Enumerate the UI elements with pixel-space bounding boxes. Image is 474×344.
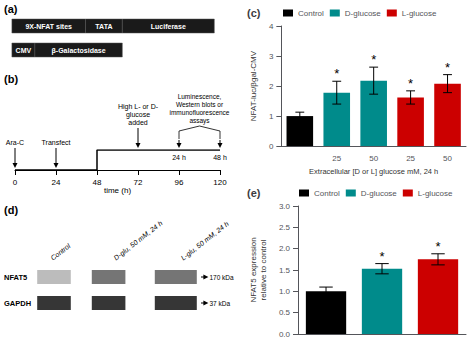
svg-text:CMV: CMV — [16, 47, 32, 54]
svg-text:96: 96 — [175, 178, 184, 187]
svg-text:1.5: 1.5 — [279, 266, 291, 275]
svg-text:72: 72 — [134, 178, 143, 187]
svg-text:D-glucose: D-glucose — [345, 9, 382, 18]
svg-text:immunofluorescence: immunofluorescence — [170, 109, 230, 116]
svg-text:Ara-C: Ara-C — [6, 139, 24, 146]
svg-text:Extracellular [D or L] glucose: Extracellular [D or L] glucose mM, 24 h — [309, 167, 438, 176]
svg-text:0.0: 0.0 — [279, 330, 291, 339]
svg-text:Control: Control — [49, 242, 71, 262]
svg-text:*: * — [408, 76, 413, 91]
svg-text:1.0: 1.0 — [279, 287, 291, 296]
svg-text:L-glu, 50 mM, 24 h: L-glu, 50 mM, 24 h — [180, 220, 231, 262]
svg-text:0.5: 0.5 — [279, 308, 291, 317]
svg-text:GAPDH: GAPDH — [4, 299, 31, 308]
svg-text:L-glucose: L-glucose — [402, 9, 437, 18]
svg-text:D-glucose: D-glucose — [361, 189, 398, 198]
svg-text:9X-NFAT sites: 9X-NFAT sites — [25, 23, 72, 30]
svg-text:50: 50 — [443, 154, 452, 163]
svg-text:37 kDa: 37 kDa — [209, 300, 230, 307]
svg-text:25: 25 — [332, 154, 341, 163]
svg-text:(b): (b) — [4, 73, 18, 85]
svg-text:Control: Control — [314, 189, 340, 198]
svg-text:assays: assays — [189, 117, 210, 125]
svg-text:TATA: TATA — [95, 23, 112, 30]
svg-text:48 h: 48 h — [213, 154, 227, 161]
svg-text:*: * — [371, 52, 376, 67]
svg-text:Luminescence,: Luminescence, — [178, 93, 222, 100]
svg-text:24: 24 — [52, 178, 61, 187]
svg-text:*: * — [435, 239, 440, 254]
svg-text:NFAT5 expression: NFAT5 expression — [249, 237, 258, 302]
svg-text:120: 120 — [213, 178, 227, 187]
svg-text:2.0: 2.0 — [279, 244, 291, 253]
svg-text:β-Galactosidase: β-Galactosidase — [52, 47, 106, 55]
svg-text:2.5: 2.5 — [279, 223, 291, 232]
svg-text:3: 3 — [269, 52, 274, 61]
svg-text:50: 50 — [369, 154, 378, 163]
svg-text:Control: Control — [298, 9, 324, 18]
svg-text:time (h): time (h) — [104, 186, 131, 195]
svg-text:L-glucose: L-glucose — [418, 189, 453, 198]
svg-text:relative to control: relative to control — [259, 239, 268, 300]
svg-text:48: 48 — [93, 178, 102, 187]
svg-text:glucose: glucose — [126, 111, 150, 119]
svg-text:0: 0 — [13, 178, 18, 187]
svg-text:0: 0 — [269, 142, 274, 151]
svg-text:24 h: 24 h — [172, 154, 186, 161]
svg-text:Transfect: Transfect — [42, 139, 71, 146]
svg-text:1: 1 — [269, 112, 274, 121]
svg-text:*: * — [445, 60, 450, 75]
svg-text:(a): (a) — [4, 3, 18, 15]
svg-text:170 kDa: 170 kDa — [209, 274, 234, 281]
svg-text:High L- or D-: High L- or D- — [118, 103, 159, 111]
svg-text:(c): (c) — [247, 7, 261, 19]
svg-text:added: added — [128, 119, 148, 126]
svg-text:(e): (e) — [247, 187, 261, 199]
svg-text:25: 25 — [406, 154, 415, 163]
svg-text:NFAT-luc/βgal-CMV: NFAT-luc/βgal-CMV — [249, 50, 258, 121]
svg-text:2: 2 — [269, 82, 274, 91]
svg-text:4: 4 — [269, 22, 274, 31]
svg-text:Western blots or: Western blots or — [176, 101, 224, 108]
svg-text:*: * — [379, 249, 384, 264]
svg-text:*: * — [334, 66, 339, 81]
svg-text:NFAT5: NFAT5 — [4, 273, 27, 282]
svg-text:D-glu, 50 mM, 24 h: D-glu, 50 mM, 24 h — [112, 219, 164, 262]
svg-text:Luciferase: Luciferase — [151, 23, 186, 30]
svg-text:3.0: 3.0 — [279, 202, 291, 211]
svg-text:(d): (d) — [4, 204, 18, 216]
